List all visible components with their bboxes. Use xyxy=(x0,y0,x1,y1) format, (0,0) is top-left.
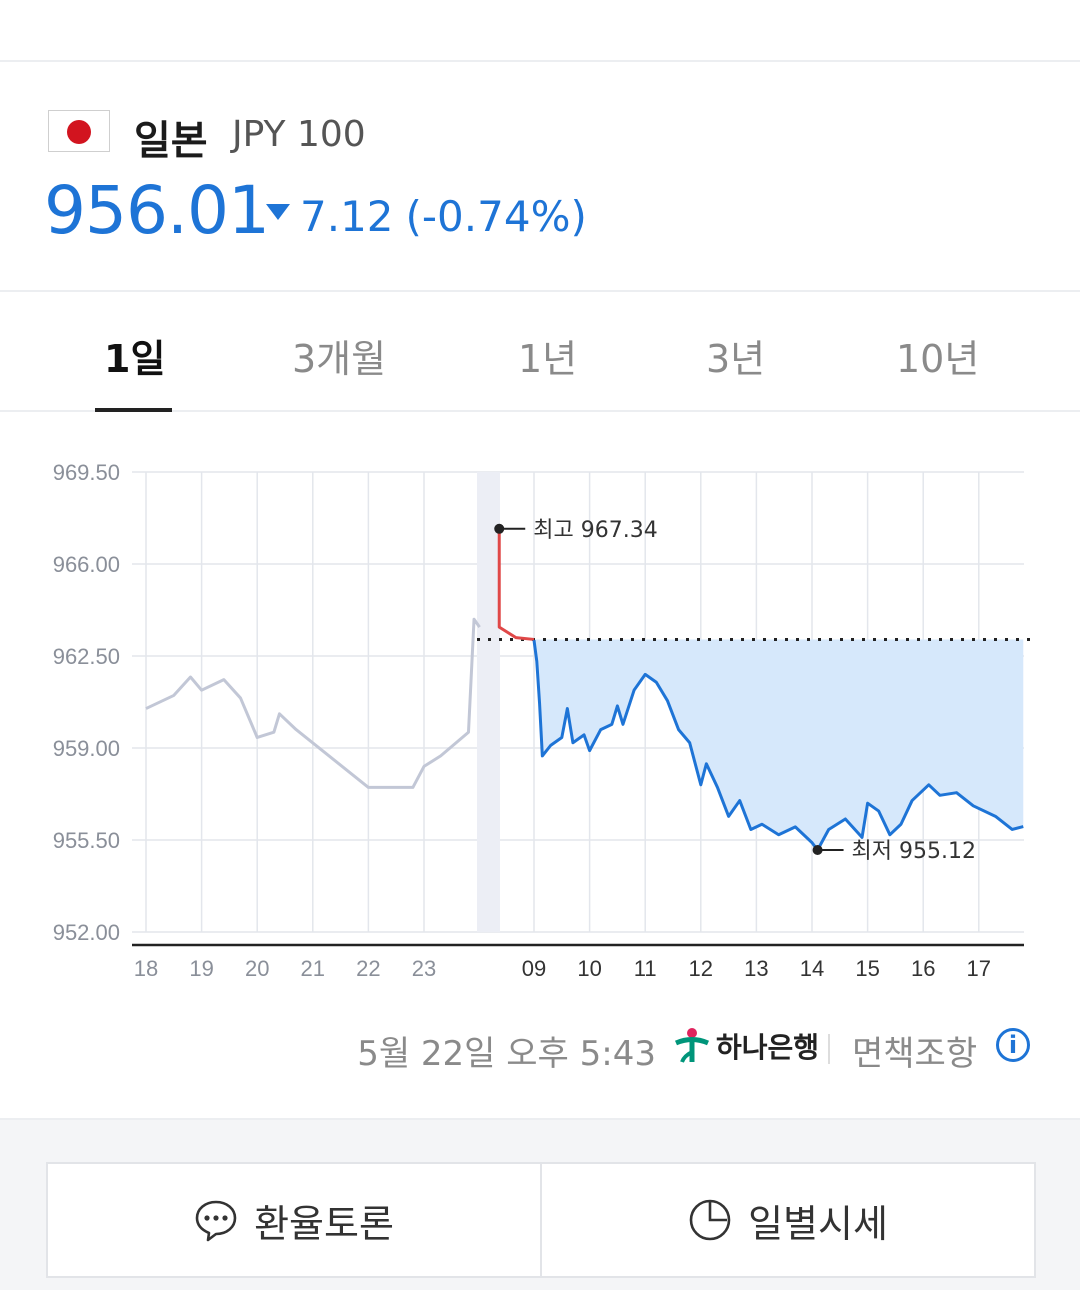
x-tick-label: 10 xyxy=(577,956,601,981)
tab-3years[interactable]: 3년 xyxy=(706,337,766,381)
change-percent: (-0.74%) xyxy=(405,192,587,241)
action-buttons: 환율토론 일별시세 xyxy=(46,1162,1036,1278)
y-tick-label: 966.00 xyxy=(53,552,120,577)
x-tick-label: 13 xyxy=(744,956,768,981)
area-fill xyxy=(534,639,1024,850)
x-tick-label: 17 xyxy=(967,956,991,981)
hana-bank-logo-icon xyxy=(674,1028,710,1063)
discussion-label: 환율토론 xyxy=(254,1201,394,1246)
x-tick-label: 19 xyxy=(189,956,213,981)
night-band xyxy=(477,472,500,932)
update-timestamp: 5월 22일 오후 5:43 xyxy=(357,1034,656,1074)
chat-bubble-icon xyxy=(194,1198,238,1242)
active-tab-indicator xyxy=(95,408,172,412)
x-tick-label: 23 xyxy=(412,956,436,981)
x-tick-label: 18 xyxy=(134,956,158,981)
down-arrow-icon xyxy=(266,203,290,220)
tab-3months[interactable]: 3개월 xyxy=(292,337,387,381)
info-icon[interactable]: i xyxy=(996,1028,1030,1062)
daily-rates-button[interactable]: 일별시세 xyxy=(542,1164,1034,1276)
top-strip xyxy=(0,0,1080,62)
y-tick-label: 969.50 xyxy=(53,460,120,485)
chart-svg: 969.50 966.00 962.50 959.00 955.50 952.00 18 19… xyxy=(53,460,1030,981)
x-tick-label: 16 xyxy=(911,956,935,981)
low-label: 최저 955.12 xyxy=(852,839,976,864)
x-tick-label: 22 xyxy=(356,956,380,981)
series-line-pre-open-high xyxy=(497,528,535,641)
change-amount: 7.12 xyxy=(300,192,394,241)
x-tick-label: 12 xyxy=(689,956,713,981)
clock-icon xyxy=(688,1198,732,1242)
current-price: 956.01 xyxy=(44,172,270,249)
country-name: 일본 xyxy=(134,118,208,164)
series-line-overnight xyxy=(145,617,481,789)
exchange-rate-chart[interactable]: 969.50 966.00 962.50 959.00 955.50 952.00 18 19… xyxy=(0,412,1080,1012)
period-tabs: 1일 3개월 1년 3년 10년 xyxy=(0,292,1080,412)
x-tick-label: 11 xyxy=(634,956,657,981)
disclaimer-link[interactable]: 면책조항 xyxy=(852,1034,978,1074)
bank-logo: 하나은행 xyxy=(672,1024,819,1068)
high-label: 최고 967.34 xyxy=(533,518,657,543)
x-tick-label: 14 xyxy=(800,956,824,981)
y-tick-label: 952.00 xyxy=(53,920,120,945)
series-line-day xyxy=(532,640,1024,852)
price-change: 7.12 (-0.74%) xyxy=(266,192,587,241)
tab-1day[interactable]: 1일 xyxy=(104,337,166,381)
tab-10years[interactable]: 10년 xyxy=(896,337,980,381)
moon-icon xyxy=(471,954,484,977)
separator xyxy=(828,1034,830,1064)
x-tick-label: 15 xyxy=(855,956,879,981)
y-tick-label: 962.50 xyxy=(53,644,120,669)
currency-code: JPY 100 xyxy=(232,114,366,155)
bank-name: 하나은행 xyxy=(716,1031,820,1064)
chart-footer: 5월 22일 오후 5:43 하나은행 면책조항 i xyxy=(0,1024,1080,1074)
x-tick-label: 20 xyxy=(245,956,269,981)
y-tick-label: 955.50 xyxy=(53,828,120,853)
japan-flag-icon xyxy=(48,110,110,152)
x-tick-label: 21 xyxy=(301,956,325,981)
tab-1year[interactable]: 1년 xyxy=(518,337,578,381)
x-tick-label: 09 xyxy=(522,956,546,981)
daily-label: 일별시세 xyxy=(748,1201,888,1246)
exchange-discussion-button[interactable]: 환율토론 xyxy=(48,1164,540,1276)
button-separator xyxy=(540,1164,542,1276)
y-tick-label: 959.00 xyxy=(53,736,120,761)
divider xyxy=(0,290,1080,292)
